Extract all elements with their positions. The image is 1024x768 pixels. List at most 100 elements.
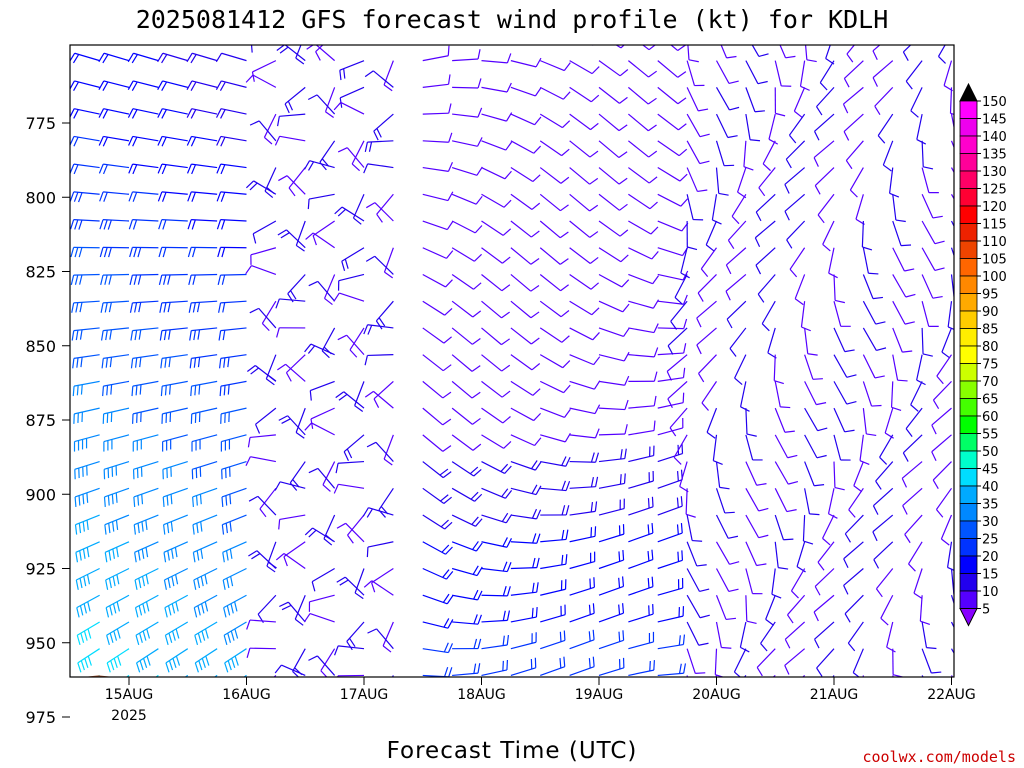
barb-flag xyxy=(221,274,226,285)
barb-staff xyxy=(422,407,444,426)
wind-barb xyxy=(802,515,814,545)
barb-flag xyxy=(50,523,51,533)
barb-staff xyxy=(70,166,71,169)
barb-flag xyxy=(337,208,346,217)
barb-flag xyxy=(447,161,454,172)
wind-barb xyxy=(276,45,306,62)
wind-barb xyxy=(539,220,569,239)
barb-staff xyxy=(220,191,247,195)
wind-barb xyxy=(569,577,595,596)
barb-flag xyxy=(875,321,886,325)
wind-barb xyxy=(481,537,513,548)
barb-staff xyxy=(102,273,130,276)
wind-barb xyxy=(74,514,100,535)
wind-barb xyxy=(161,407,188,424)
wind-barb xyxy=(569,354,601,366)
barb-flag xyxy=(116,547,119,558)
barb-staff xyxy=(892,354,899,381)
barb-flag xyxy=(622,630,625,641)
barb-staff xyxy=(947,301,953,328)
wind-barb xyxy=(846,45,856,63)
barb-flag xyxy=(755,719,759,728)
barb-flag xyxy=(170,715,174,724)
wind-barb xyxy=(217,273,247,286)
wind-barb xyxy=(774,87,786,117)
barb-flag xyxy=(336,576,346,583)
wind-barb xyxy=(373,380,394,408)
barb-staff xyxy=(192,52,218,62)
colorbar-label: 30 xyxy=(982,515,999,530)
barb-flag xyxy=(173,686,176,695)
barb-flag xyxy=(70,275,75,286)
barb-staff xyxy=(451,140,478,147)
barb-staff xyxy=(657,60,679,78)
wind-barb xyxy=(422,567,454,580)
barb-flag xyxy=(225,550,229,561)
barb-flag xyxy=(932,479,939,490)
barb-flag xyxy=(192,302,196,313)
barb-staff xyxy=(510,140,534,154)
barb-staff xyxy=(725,274,747,292)
barb-staff xyxy=(510,60,537,68)
barb-flag xyxy=(51,578,53,588)
barb-flag xyxy=(204,628,209,639)
barb-staff xyxy=(481,247,503,264)
barb-staff xyxy=(921,140,924,167)
barb-staff xyxy=(422,55,449,62)
barb-staff xyxy=(422,193,449,202)
barb-flag xyxy=(311,581,316,592)
wind-barb xyxy=(569,452,600,463)
barb-flag xyxy=(844,349,855,353)
wind-barb xyxy=(892,327,913,353)
wind-barb xyxy=(252,220,277,244)
barb-staff xyxy=(804,381,817,405)
colorbar-label: 95 xyxy=(982,288,999,303)
wind-barb xyxy=(940,514,953,546)
colorbar-segment xyxy=(959,345,978,364)
barb-flag xyxy=(230,576,234,587)
barb-flag xyxy=(787,454,798,459)
colorbar-segment xyxy=(959,415,978,434)
wind-barb xyxy=(657,246,689,257)
barb-flag xyxy=(647,498,650,509)
barb-flag xyxy=(127,52,134,63)
barb-flag xyxy=(913,592,923,600)
wind-barb xyxy=(833,301,851,327)
barb-flag xyxy=(80,357,83,368)
barb-flag xyxy=(59,656,62,666)
barb-staff xyxy=(251,34,276,43)
wind-barb xyxy=(105,594,130,618)
barb-flag xyxy=(86,492,89,503)
barb-flag xyxy=(447,619,454,629)
barb-staff xyxy=(256,550,277,569)
barb-flag xyxy=(652,275,660,285)
wind-barb xyxy=(246,647,276,658)
barb-flag xyxy=(104,524,107,535)
barb-flag xyxy=(129,275,133,286)
wind-barb xyxy=(628,631,655,650)
barb-staff xyxy=(132,354,159,359)
colorbar-segment xyxy=(959,153,978,172)
barb-staff xyxy=(452,594,478,601)
barb-flag xyxy=(784,665,790,675)
wind-barb xyxy=(371,567,394,593)
barb-staff xyxy=(774,60,782,87)
barb-flag xyxy=(58,547,60,557)
barb-staff xyxy=(771,568,776,595)
barb-staff xyxy=(687,45,690,60)
barb-staff xyxy=(539,274,561,292)
barb-flag xyxy=(502,537,508,547)
barb-flag xyxy=(590,477,594,488)
barb-flag xyxy=(250,367,259,375)
barb-staff xyxy=(933,380,952,401)
barb-staff xyxy=(762,140,776,165)
wind-barb xyxy=(158,246,188,258)
barb-staff xyxy=(628,455,654,463)
barb-flag xyxy=(221,247,226,258)
barb-flag xyxy=(822,537,831,546)
wind-barb xyxy=(481,610,511,623)
wind-barb xyxy=(128,191,159,202)
barb-flag xyxy=(247,437,251,448)
barb-staff xyxy=(802,515,806,542)
barb-staff xyxy=(382,621,394,647)
